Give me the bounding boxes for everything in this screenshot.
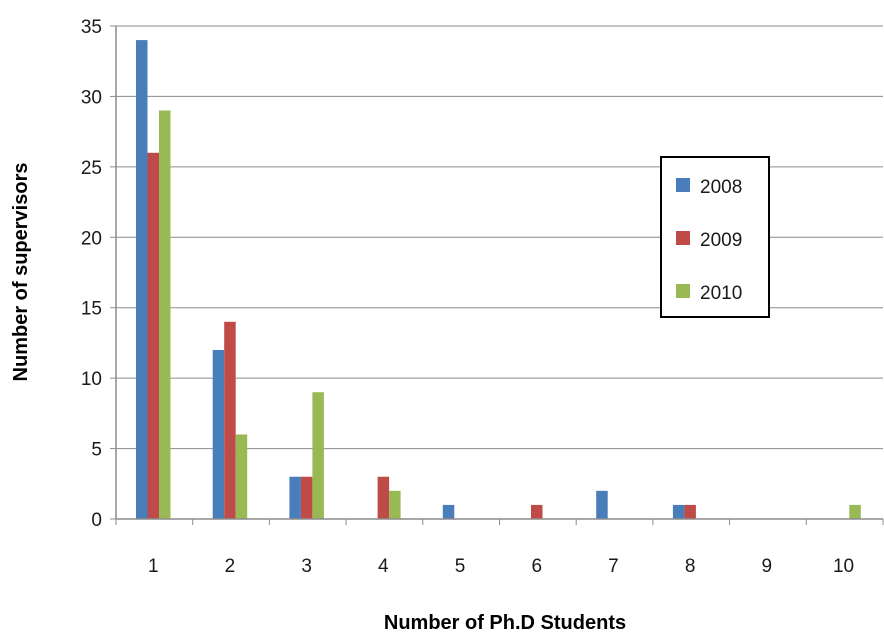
bar-2010-1 xyxy=(159,110,171,519)
bar-2010-3 xyxy=(312,392,324,519)
x-tick-label: 4 xyxy=(378,556,389,577)
bars xyxy=(136,40,861,519)
bar-2008-7 xyxy=(596,490,608,519)
x-tick-label: 1 xyxy=(148,556,159,577)
y-tick-label: 15 xyxy=(81,299,102,320)
bar-2010-2 xyxy=(235,434,248,519)
legend-swatch-2010 xyxy=(676,284,690,298)
y-tick-label: 25 xyxy=(81,158,102,179)
bar-2010-10 xyxy=(849,504,861,519)
legend-swatch-2008 xyxy=(676,178,690,192)
x-tick-label: 5 xyxy=(455,556,466,577)
bar-2009-4 xyxy=(377,476,390,519)
y-tick-label: 30 xyxy=(81,87,102,108)
bar-2009-6 xyxy=(531,504,543,519)
gridlines xyxy=(116,25,883,450)
bar-2010-4 xyxy=(389,490,401,519)
legend-label-2008: 2008 xyxy=(700,177,742,198)
bar-2008-3 xyxy=(289,476,301,519)
x-tick-label: 3 xyxy=(301,556,312,577)
bar-2009-8 xyxy=(684,504,696,519)
bar-2008-1 xyxy=(136,40,148,519)
y-tick-label: 35 xyxy=(81,17,102,38)
bar-2008-2 xyxy=(212,349,225,519)
bar-2009-2 xyxy=(224,321,236,519)
x-tick-label: 10 xyxy=(833,556,854,577)
y-axis-title: Number of supervisors xyxy=(10,163,32,382)
bar-2009-3 xyxy=(300,476,313,519)
y-tick-label: 5 xyxy=(91,440,102,461)
legend-swatch-2009 xyxy=(676,231,690,245)
x-axis-ticks: 1 2 3 4 5 6 7 8 9 10 xyxy=(115,519,884,577)
x-tick-label: 9 xyxy=(762,556,773,577)
legend: 2008 2009 2010 xyxy=(660,156,770,318)
x-axis-title: Number of Ph.D Students xyxy=(384,612,626,634)
legend-label-2010: 2010 xyxy=(700,283,742,304)
x-tick-label: 6 xyxy=(531,556,542,577)
bar-2008-5 xyxy=(442,504,455,519)
y-tick-label: 20 xyxy=(81,228,102,249)
y-tick-label: 10 xyxy=(81,369,102,390)
legend-label-2009: 2009 xyxy=(700,230,742,251)
y-axis-ticks: 0 5 10 15 20 25 30 35 xyxy=(81,17,116,531)
bar-2009-1 xyxy=(147,152,159,519)
x-tick-label: 8 xyxy=(685,556,696,577)
x-tick-label: 7 xyxy=(608,556,619,577)
x-tick-label: 2 xyxy=(225,556,236,577)
y-tick-label: 0 xyxy=(91,510,102,531)
bar-2008-8 xyxy=(672,504,685,519)
